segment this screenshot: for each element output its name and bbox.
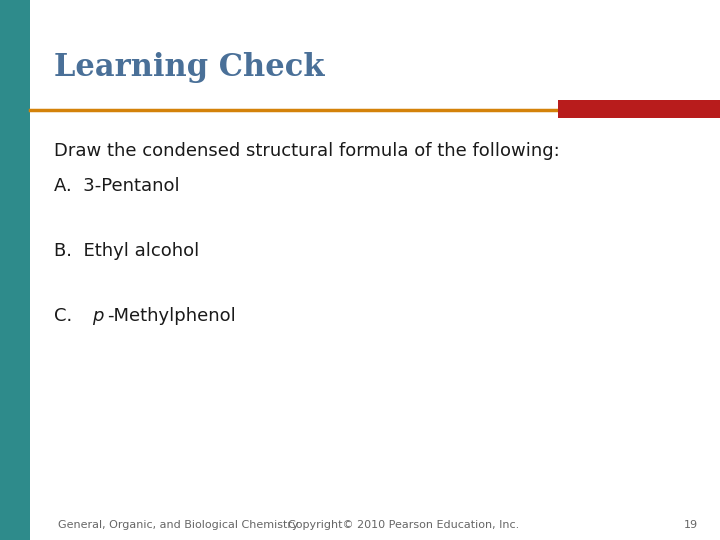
Text: C.: C. xyxy=(54,307,84,325)
Text: 19: 19 xyxy=(684,520,698,530)
Text: General, Organic, and Biological Chemistry: General, Organic, and Biological Chemist… xyxy=(58,520,298,530)
Text: Copyright© 2010 Pearson Education, Inc.: Copyright© 2010 Pearson Education, Inc. xyxy=(287,520,519,530)
Text: A.  3-Pentanol: A. 3-Pentanol xyxy=(54,177,179,195)
Text: p: p xyxy=(92,307,104,325)
Text: B.  Ethyl alcohol: B. Ethyl alcohol xyxy=(54,242,199,260)
Text: Learning Check: Learning Check xyxy=(54,52,325,83)
Text: C.: C. xyxy=(54,307,84,325)
Bar xyxy=(558,100,720,118)
Text: Draw the condensed structural formula of the following:: Draw the condensed structural formula of… xyxy=(54,142,559,160)
Text: p: p xyxy=(92,307,104,325)
Bar xyxy=(0,0,30,540)
Text: -Methylphenol: -Methylphenol xyxy=(107,307,236,325)
